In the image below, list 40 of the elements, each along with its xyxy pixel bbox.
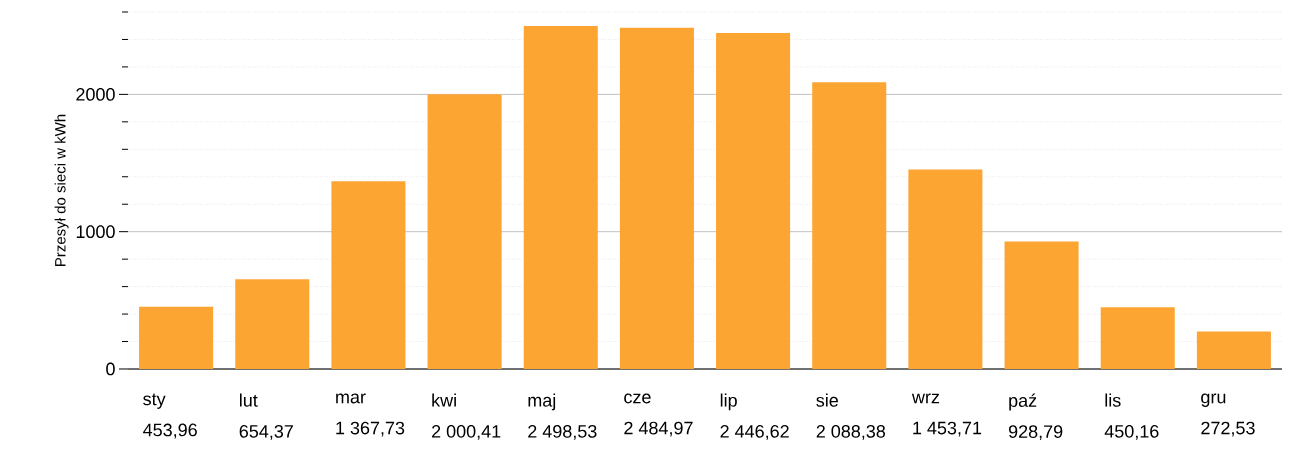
x-tick-label: maj bbox=[528, 393, 556, 411]
data-label: 272,53 bbox=[1201, 421, 1255, 437]
bar bbox=[1196, 331, 1271, 369]
x-tick-label: kwi bbox=[432, 393, 456, 407]
bar bbox=[235, 279, 310, 369]
y-tick-label: 1000 bbox=[76, 225, 115, 239]
x-tick-label: lut bbox=[240, 393, 258, 407]
x-tick-label: sty bbox=[143, 393, 166, 409]
bar bbox=[331, 181, 406, 369]
data-label: 1 453,71 bbox=[913, 421, 982, 437]
data-label: 928,79 bbox=[1008, 425, 1063, 441]
bar bbox=[523, 25, 598, 369]
bar bbox=[716, 33, 791, 369]
x-tick-label: cze bbox=[624, 393, 651, 404]
x-tick-label: gru bbox=[1201, 393, 1226, 407]
data-label: 2 498,53 bbox=[528, 424, 597, 440]
data-label: 1 367,73 bbox=[336, 421, 405, 437]
y-tick-label: 0 bbox=[106, 362, 115, 376]
x-tick-label: lip bbox=[720, 393, 737, 411]
data-label: 2 000,41 bbox=[432, 424, 501, 440]
bar bbox=[812, 82, 887, 369]
bar bbox=[908, 169, 983, 369]
data-label: 2 088,38 bbox=[816, 424, 886, 440]
bar bbox=[427, 94, 502, 369]
y-tick-label: 2000 bbox=[76, 88, 115, 101]
y-axis-title: Przesył do sieci w kWh bbox=[54, 114, 69, 266]
x-tick-label: mar bbox=[336, 393, 366, 404]
x-tick-label: paź bbox=[1009, 393, 1037, 411]
data-label: 453,96 bbox=[143, 423, 197, 439]
x-tick-label: sie bbox=[816, 393, 838, 407]
x-tick-label: lis bbox=[1105, 393, 1121, 407]
data-label: 450,16 bbox=[1104, 424, 1159, 440]
data-label: 2 446,62 bbox=[720, 424, 789, 440]
data-label: 2 484,97 bbox=[624, 421, 693, 437]
x-tick-label: wrz bbox=[911, 393, 940, 404]
bar bbox=[619, 27, 694, 369]
bar bbox=[1004, 241, 1079, 369]
data-label: 654,37 bbox=[239, 424, 293, 440]
bar bbox=[139, 306, 214, 369]
bar bbox=[1100, 307, 1175, 369]
